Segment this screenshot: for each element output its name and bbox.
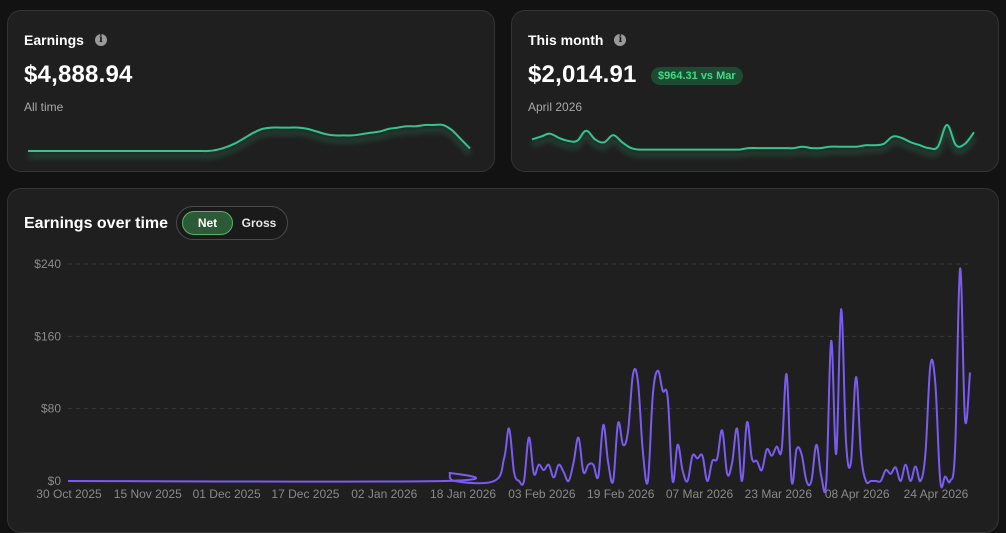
month-title-label: This month xyxy=(528,32,604,48)
chart-title: Earnings over time xyxy=(24,215,169,232)
x-tick-label: 03 Feb 2026 xyxy=(508,487,576,501)
earnings-sparkline-glow xyxy=(28,127,472,159)
x-tick-label: 17 Dec 2025 xyxy=(271,487,339,501)
y-tick-label: $80 xyxy=(41,402,61,416)
net-gross-toggle: Net Gross xyxy=(176,206,288,240)
x-tick-label: 30 Oct 2025 xyxy=(36,487,102,501)
x-tick-label: 02 Jan 2026 xyxy=(351,487,417,501)
y-tick-label: $0 xyxy=(48,474,62,488)
earnings-sparkline-line xyxy=(28,123,471,153)
y-tick-label: $240 xyxy=(34,257,61,271)
earnings-sparkline xyxy=(28,123,472,159)
month-sparkline-glow xyxy=(531,127,977,158)
x-tick-label: 19 Feb 2026 xyxy=(587,487,655,501)
earnings-over-time-card: Earnings over time Net Gross $0 $80 $160 $2… xyxy=(7,188,999,533)
earnings-series-line xyxy=(67,267,971,494)
toggle-gross-button[interactable]: Gross xyxy=(241,216,277,230)
month-value: $2,014.91 xyxy=(528,61,637,88)
x-tick-label: 18 Jan 2026 xyxy=(430,487,496,501)
earnings-line-chart: $0 $80 $160 $240 30 Oct 2025 15 Nov 2025 01 De… xyxy=(34,257,971,501)
toggle-net-button[interactable]: Net xyxy=(182,211,233,235)
this-month-card: This month i $2,014.91 $964.31 vs Mar Ap… xyxy=(511,10,999,172)
earnings-card: Earnings i $4,888.94 All time xyxy=(7,10,495,172)
month-change-badge: $964.31 vs Mar xyxy=(651,67,743,85)
x-tick-label: 24 Apr 2026 xyxy=(904,487,969,501)
earnings-title-label: Earnings xyxy=(24,32,84,48)
earnings-title: Earnings i xyxy=(24,32,107,48)
month-sub-label: April 2026 xyxy=(528,100,583,114)
month-sparkline-line xyxy=(531,124,975,151)
x-tick-label: 08 Apr 2026 xyxy=(825,487,890,501)
x-tick-label: 23 Mar 2026 xyxy=(745,487,813,501)
x-tick-label: 01 Dec 2025 xyxy=(193,487,261,501)
earnings-value: $4,888.94 xyxy=(24,61,133,88)
info-icon[interactable]: i xyxy=(94,34,107,46)
x-tick-label: 15 Nov 2025 xyxy=(114,487,182,501)
x-tick-label: 07 Mar 2026 xyxy=(666,487,734,501)
y-tick-label: $160 xyxy=(34,329,61,343)
earnings-sub-label: All time xyxy=(24,100,64,114)
month-sparkline xyxy=(531,124,977,158)
info-icon[interactable]: i xyxy=(614,34,627,46)
month-title: This month i xyxy=(528,32,627,48)
